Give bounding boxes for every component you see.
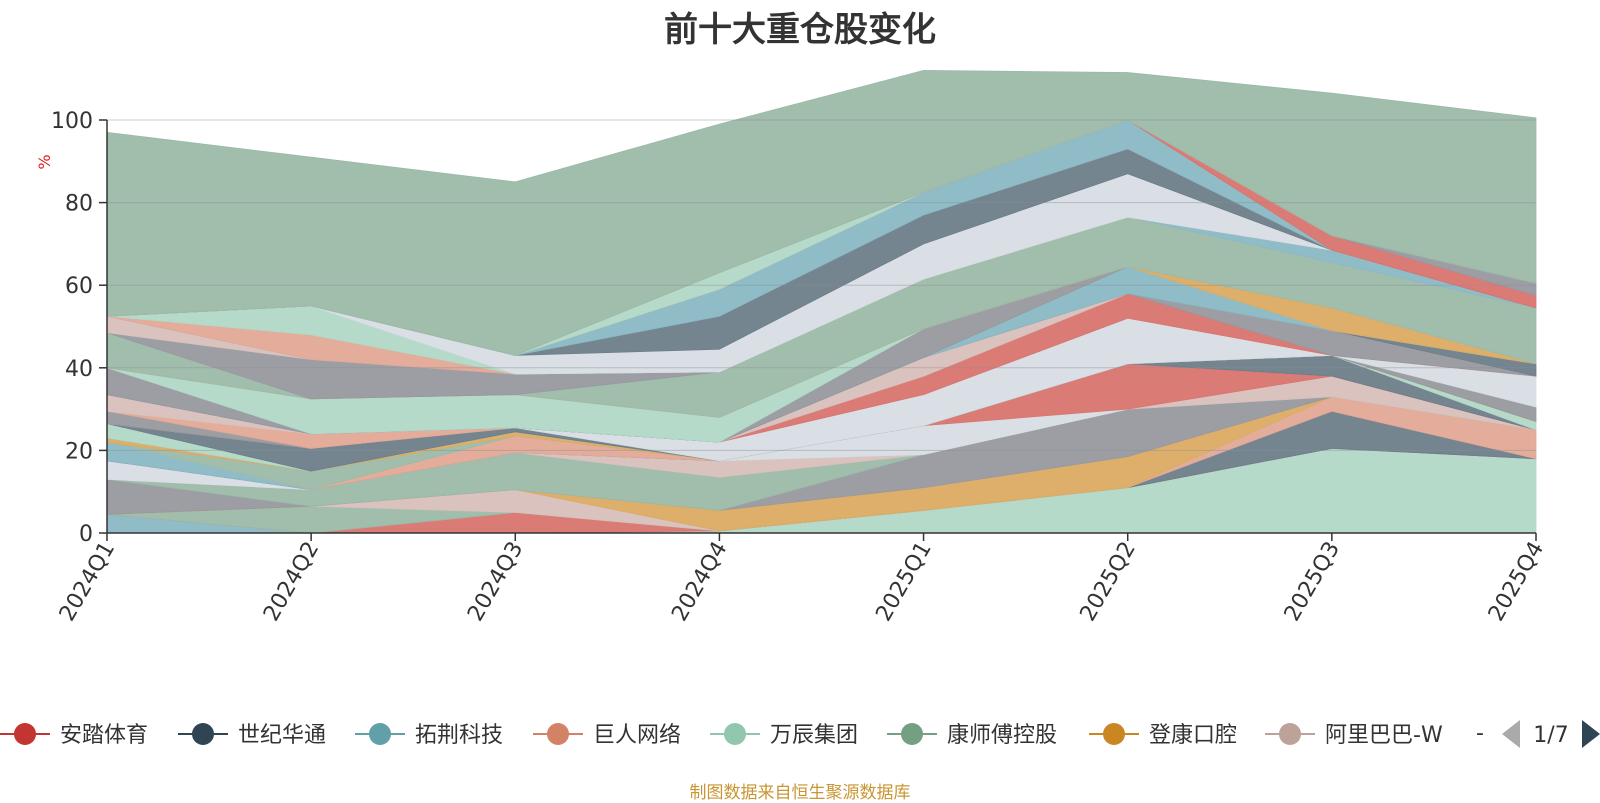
legend-marker xyxy=(192,723,214,745)
area-series-44 xyxy=(106,69,1537,356)
legend-item-拓荆科技[interactable]: 拓荆科技 xyxy=(355,723,503,748)
y-tick-label: 100 xyxy=(51,109,93,134)
legend-item-巨人网络[interactable]: 巨人网络 xyxy=(533,723,681,748)
x-tick-label: 2025Q3 xyxy=(1280,538,1345,626)
legend-marker xyxy=(369,723,391,745)
legend-label: 世纪华通 xyxy=(238,723,326,748)
legend-label: 安踏体育 xyxy=(60,723,148,748)
grid-lines xyxy=(107,119,1536,451)
x-tick-label: 2025Q2 xyxy=(1076,538,1141,626)
area-series-group xyxy=(106,69,1537,534)
y-tick-label: 40 xyxy=(65,357,93,382)
y-tick-label: 60 xyxy=(65,274,93,299)
legend-label: 拓荆科技 xyxy=(415,723,503,748)
legend-item-世纪华通[interactable]: 世纪华通 xyxy=(178,723,326,748)
legend-item-安踏体育[interactable]: 安踏体育 xyxy=(0,723,148,748)
y-tick-label: 0 xyxy=(79,522,93,547)
y-axis-unit: % xyxy=(35,154,54,169)
chart-title: 前十大重仓股变化 xyxy=(664,10,936,50)
legend-more: - xyxy=(1476,721,1484,746)
legend-marker xyxy=(547,723,569,745)
legend: 安踏体育 世纪华通 拓荆科技 巨人网络 万辰集团 康师傅控股 登康口腔 阿里巴巴-W - 1/7 xyxy=(0,720,1600,748)
source-note: 制图数据来自恒生聚源数据库 xyxy=(689,783,911,803)
legend-item-万辰集团[interactable]: 万辰集团 xyxy=(710,723,858,748)
legend-label: 巨人网络 xyxy=(593,723,681,748)
legend-page-indicator: 1/7 xyxy=(1533,723,1568,748)
legend-item-阿里巴巴-W[interactable]: 阿里巴巴-W xyxy=(1265,723,1443,748)
legend-label: 登康口腔 xyxy=(1149,723,1237,748)
y-tick-label: 80 xyxy=(65,192,93,217)
x-tick-label: 2025Q1 xyxy=(871,538,936,626)
legend-item-登康口腔[interactable]: 登康口腔 xyxy=(1089,723,1237,748)
legend-label: 康师傅控股 xyxy=(947,723,1057,748)
legend-marker xyxy=(14,723,36,745)
legend-next-page-icon[interactable] xyxy=(1582,720,1600,748)
x-tick-label: 2024Q1 xyxy=(55,538,120,626)
legend-marker xyxy=(901,723,923,745)
x-tick-label: 2025Q4 xyxy=(1484,538,1549,626)
legend-label: 万辰集团 xyxy=(770,723,858,748)
legend-item-康师傅控股[interactable]: 康师傅控股 xyxy=(887,723,1057,748)
legend-marker xyxy=(724,723,746,745)
legend-label: 阿里巴巴-W xyxy=(1325,723,1443,748)
y-tick-label: 20 xyxy=(65,439,93,464)
x-tick-label: 2024Q2 xyxy=(259,538,324,626)
x-tick-label: 2024Q3 xyxy=(463,538,528,626)
legend-marker xyxy=(1279,723,1301,745)
x-tick-label: 2024Q4 xyxy=(667,538,732,626)
legend-marker xyxy=(1103,723,1125,745)
legend-prev-page-icon[interactable] xyxy=(1502,720,1520,748)
